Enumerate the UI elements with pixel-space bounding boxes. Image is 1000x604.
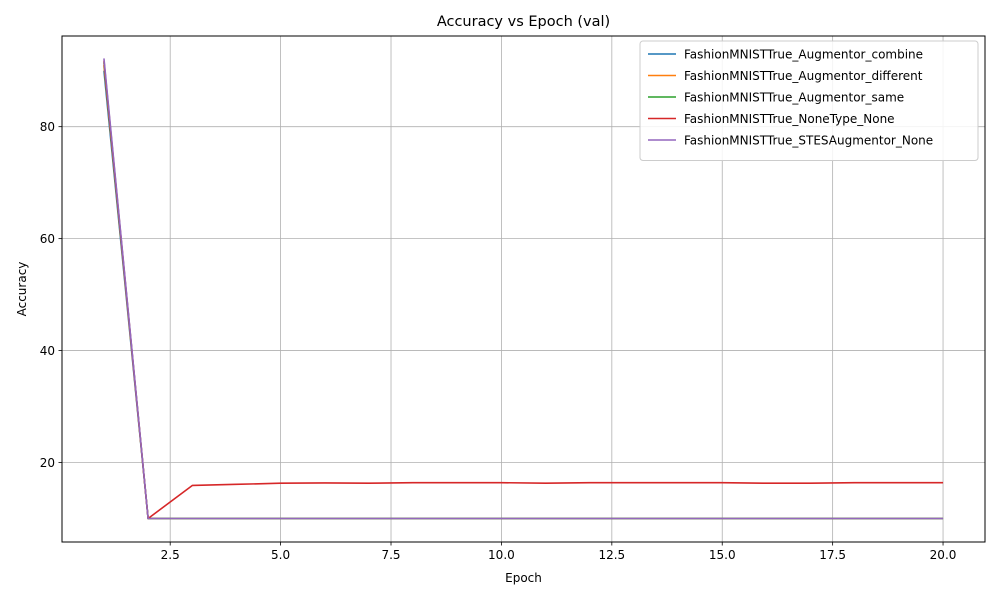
axes-frame: [61, 35, 986, 543]
legend-label: FashionMNISTTrue_Augmentor_same: [684, 91, 904, 105]
x-axis-label: Epoch: [505, 571, 542, 585]
x-axis-ticks: 2.5 5.0 7.5 10.0 12.5 15.0 17.5 20.0: [161, 542, 957, 562]
y-tick-label: 40: [40, 344, 55, 358]
x-tick-label: 10.0: [488, 548, 515, 562]
series-line-4: [103, 58, 944, 520]
series-line-3: [103, 60, 944, 520]
y-tick-label: 60: [40, 232, 55, 246]
series-layer: [103, 58, 944, 520]
legend-label: FashionMNISTTrue_STESAugmentor_None: [684, 134, 933, 148]
x-tick-label: 7.5: [381, 548, 400, 562]
x-tick-label: 20.0: [930, 548, 957, 562]
x-tick-label: 2.5: [161, 548, 180, 562]
y-tick-label: 80: [40, 120, 55, 134]
x-tick-label: 17.5: [819, 548, 846, 562]
y-tick-label: 20: [40, 456, 55, 470]
legend-label: FashionMNISTTrue_Augmentor_different: [684, 69, 923, 83]
x-tick-label: 5.0: [271, 548, 290, 562]
y-axis-label: Accuracy: [15, 262, 29, 317]
x-tick-label: 15.0: [709, 548, 736, 562]
legend-label: FashionMNISTTrue_Augmentor_combine: [684, 48, 923, 62]
legend-label: FashionMNISTTrue_NoneType_None: [684, 112, 895, 126]
legend: FashionMNISTTrue_Augmentor_combine Fashio…: [639, 40, 979, 161]
x-tick-label: 12.5: [598, 548, 625, 562]
chart-title: Accuracy vs Epoch (val): [437, 14, 610, 30]
y-axis-ticks: 20 40 60 80: [40, 120, 62, 470]
legend-frame: [639, 40, 979, 161]
